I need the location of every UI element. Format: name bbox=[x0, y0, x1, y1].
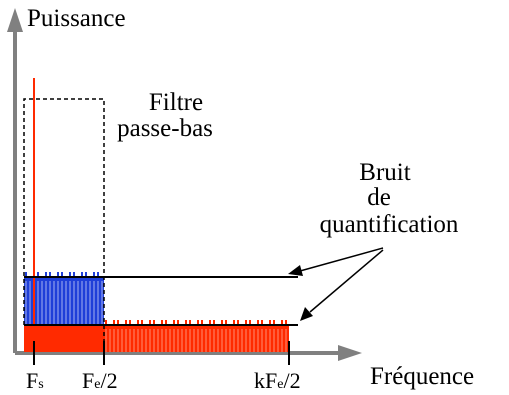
tick-label-fe2: Fe/2 bbox=[82, 368, 118, 393]
filter-label-line2: passe-bas bbox=[117, 115, 213, 142]
y-axis-arrow bbox=[7, 8, 23, 32]
noise-spread-rect bbox=[24, 325, 289, 352]
y-axis-label: Puissance bbox=[27, 5, 126, 32]
noise-inband-rect bbox=[24, 277, 104, 325]
pointer-arrow-upper bbox=[300, 248, 383, 271]
noise-inband-band bbox=[24, 272, 104, 325]
noise-label-line2: de bbox=[367, 184, 391, 211]
pointer-arrowhead-lower bbox=[300, 307, 313, 321]
tick-label-fs: Fs bbox=[26, 368, 44, 393]
noise-label-line3: quantification bbox=[320, 211, 459, 238]
tick-label-kfe2: kFe/2 bbox=[254, 368, 301, 393]
noise-label-line1: Bruit bbox=[359, 159, 410, 186]
noise-pointer-arrows bbox=[288, 248, 383, 321]
pointer-arrowhead-upper bbox=[288, 265, 303, 276]
filter-label-line1: Filtre bbox=[149, 89, 203, 116]
pointer-arrow-lower bbox=[310, 250, 383, 312]
x-axis-label: Fréquence bbox=[370, 363, 474, 390]
x-axis-arrow bbox=[338, 345, 362, 361]
